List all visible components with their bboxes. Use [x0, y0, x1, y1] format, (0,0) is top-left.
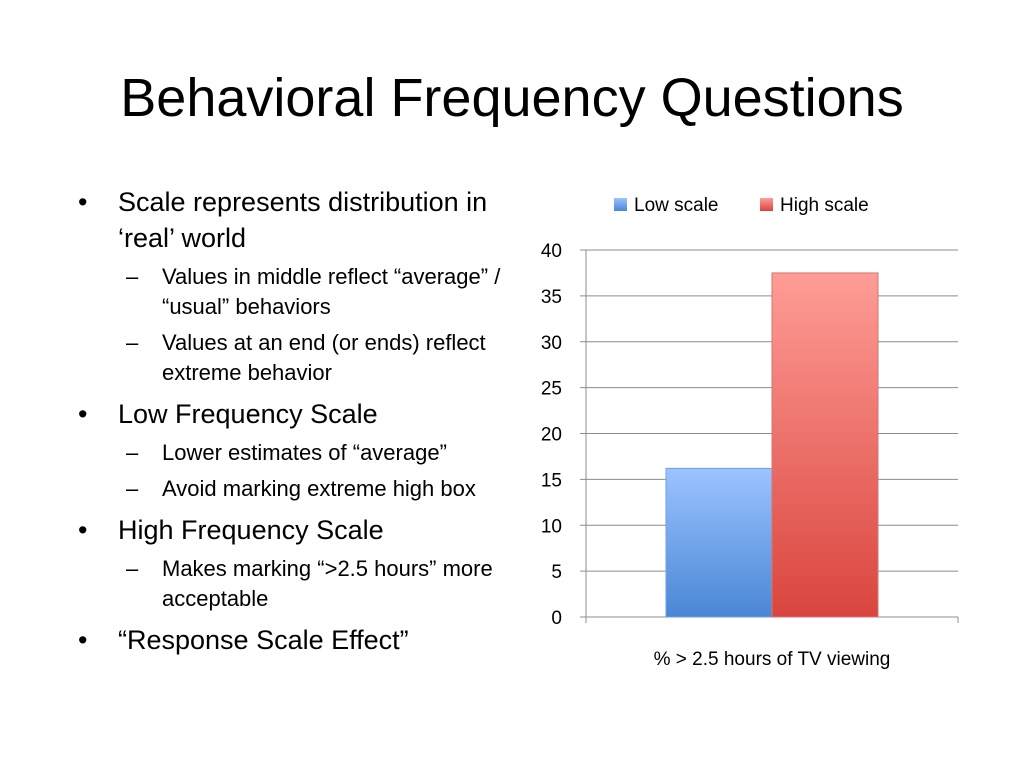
sub-bullet-item: – Avoid marking extreme high box [118, 474, 504, 504]
sub-bullet-item: – Makes marking “>2.5 hours” more accepta… [118, 554, 504, 614]
bullet-marker: • [78, 515, 88, 545]
bullet-list: • Scale represents distribution in ‘real’… [74, 184, 504, 658]
y-tick-label: 0 [551, 608, 562, 629]
bar-chart: 0 5 10 15 20 25 30 35 40 % > 2.5 hours of TV view… [541, 195, 959, 670]
y-tick-label: 10 [541, 516, 562, 537]
y-tick-label: 15 [541, 470, 562, 491]
dash-marker: – [126, 556, 139, 581]
y-tick-label: 20 [541, 425, 562, 446]
sub-bullet-text: Makes marking “>2.5 hours” more acceptab… [162, 556, 493, 611]
sub-bullet-text: Values in middle reflect “average” / “us… [162, 264, 501, 319]
bar-low-scale [665, 467, 773, 618]
bullet-marker: • [78, 625, 88, 655]
sub-bullet-text: Values at an end (or ends) reflect extre… [162, 330, 486, 385]
bullet-item: • “Response Scale Effect” [74, 622, 504, 658]
sub-bullet-item: – Values at an end (or ends) reflect extr… [118, 328, 504, 388]
dash-marker: – [126, 330, 139, 355]
bullet-text: Scale represents distribution in ‘real’ … [118, 187, 488, 253]
x-axis-label: % > 2.5 hours of TV viewing [654, 649, 891, 670]
y-tick-label: 25 [541, 379, 562, 400]
sub-bullet-item: – Lower estimates of “average” [118, 438, 504, 468]
slide-title: Behavioral Frequency Questions [120, 68, 904, 128]
sub-bullet-text: Avoid marking extreme high box [162, 476, 476, 501]
bullet-item: • Scale represents distribution in ‘real’… [74, 184, 504, 256]
bullet-item: • Low Frequency Scale [74, 396, 504, 432]
y-tick-label: 40 [541, 241, 562, 262]
legend-swatch [614, 198, 627, 211]
y-tick-label: 5 [551, 562, 562, 583]
bar-high-scale [771, 272, 879, 618]
dash-marker: – [126, 264, 139, 289]
bullet-item: • High Frequency Scale [74, 512, 504, 548]
bullet-text: High Frequency Scale [118, 515, 384, 545]
sub-bullet-item: – Values in middle reflect “average” / “u… [118, 262, 504, 322]
y-tick-label: 35 [541, 287, 562, 308]
dash-marker: – [126, 440, 139, 465]
sub-bullet-text: Lower estimates of “average” [162, 440, 447, 465]
legend-swatch [760, 198, 773, 211]
bullet-text: Low Frequency Scale [118, 399, 378, 429]
bullet-marker: • [78, 399, 88, 429]
bullet-marker: • [78, 187, 88, 217]
dash-marker: – [126, 476, 139, 501]
y-tick-label: 30 [541, 333, 562, 354]
legend-label: Low scale [634, 195, 719, 216]
legend-label: High scale [780, 195, 869, 216]
bullet-text: “Response Scale Effect” [118, 625, 409, 655]
